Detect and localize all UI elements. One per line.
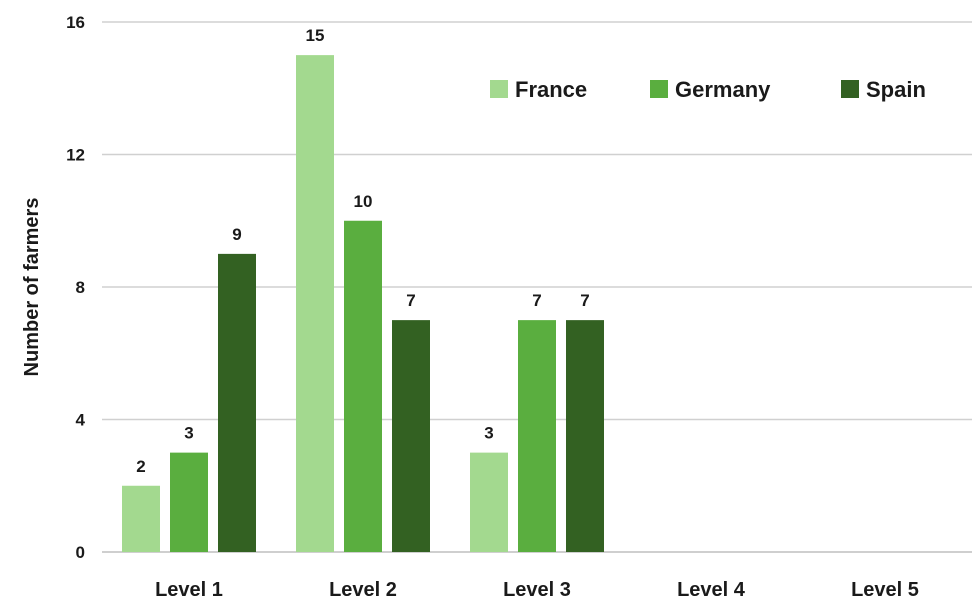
bar-spain-level-3 [566, 320, 604, 552]
y-axis-ticks: 0 4 8 12 16 [66, 13, 85, 562]
legend-swatch-france [490, 80, 508, 98]
y-tick-label: 12 [66, 146, 85, 165]
y-tick-label: 8 [76, 278, 85, 297]
y-tick-label: 0 [76, 543, 85, 562]
data-label: 7 [580, 291, 589, 310]
bar-germany-level-3 [518, 320, 556, 552]
legend-label-germany: Germany [675, 77, 771, 102]
x-category-label: Level 4 [677, 579, 746, 601]
data-label: 3 [184, 424, 193, 443]
data-label: 3 [484, 424, 493, 443]
data-label: 15 [306, 26, 325, 45]
legend-label-spain: Spain [866, 77, 926, 102]
legend-swatch-spain [841, 80, 859, 98]
y-tick-label: 4 [76, 411, 86, 430]
x-category-label: Level 5 [851, 579, 919, 601]
data-label: 10 [354, 192, 373, 211]
x-category-label: Level 3 [503, 579, 571, 601]
data-label: 9 [232, 225, 241, 244]
data-label: 2 [136, 457, 145, 476]
bar-germany-level-1 [170, 452, 208, 552]
bar-spain-level-1 [218, 253, 256, 552]
legend-label-france: France [515, 77, 587, 102]
x-category-label: Level 1 [155, 579, 223, 601]
x-category-label: Level 2 [329, 579, 397, 601]
data-label: 7 [406, 291, 415, 310]
y-tick-label: 16 [66, 13, 85, 32]
y-axis-label: Number of farmers [21, 198, 43, 377]
legend: France Germany Spain [490, 77, 926, 102]
x-axis-categories: Level 1 Level 2 Level 3 Level 4 Level 5 [155, 579, 919, 601]
data-labels: 2 3 9 15 10 7 3 7 7 [136, 26, 589, 476]
bar-france-level-2 [296, 55, 334, 552]
legend-swatch-germany [650, 80, 668, 98]
bars [122, 55, 604, 552]
data-label: 7 [532, 291, 541, 310]
bar-spain-level-2 [392, 320, 430, 552]
bar-germany-level-2 [344, 220, 382, 552]
bar-france-level-3 [470, 452, 508, 552]
bar-france-level-1 [122, 485, 160, 552]
